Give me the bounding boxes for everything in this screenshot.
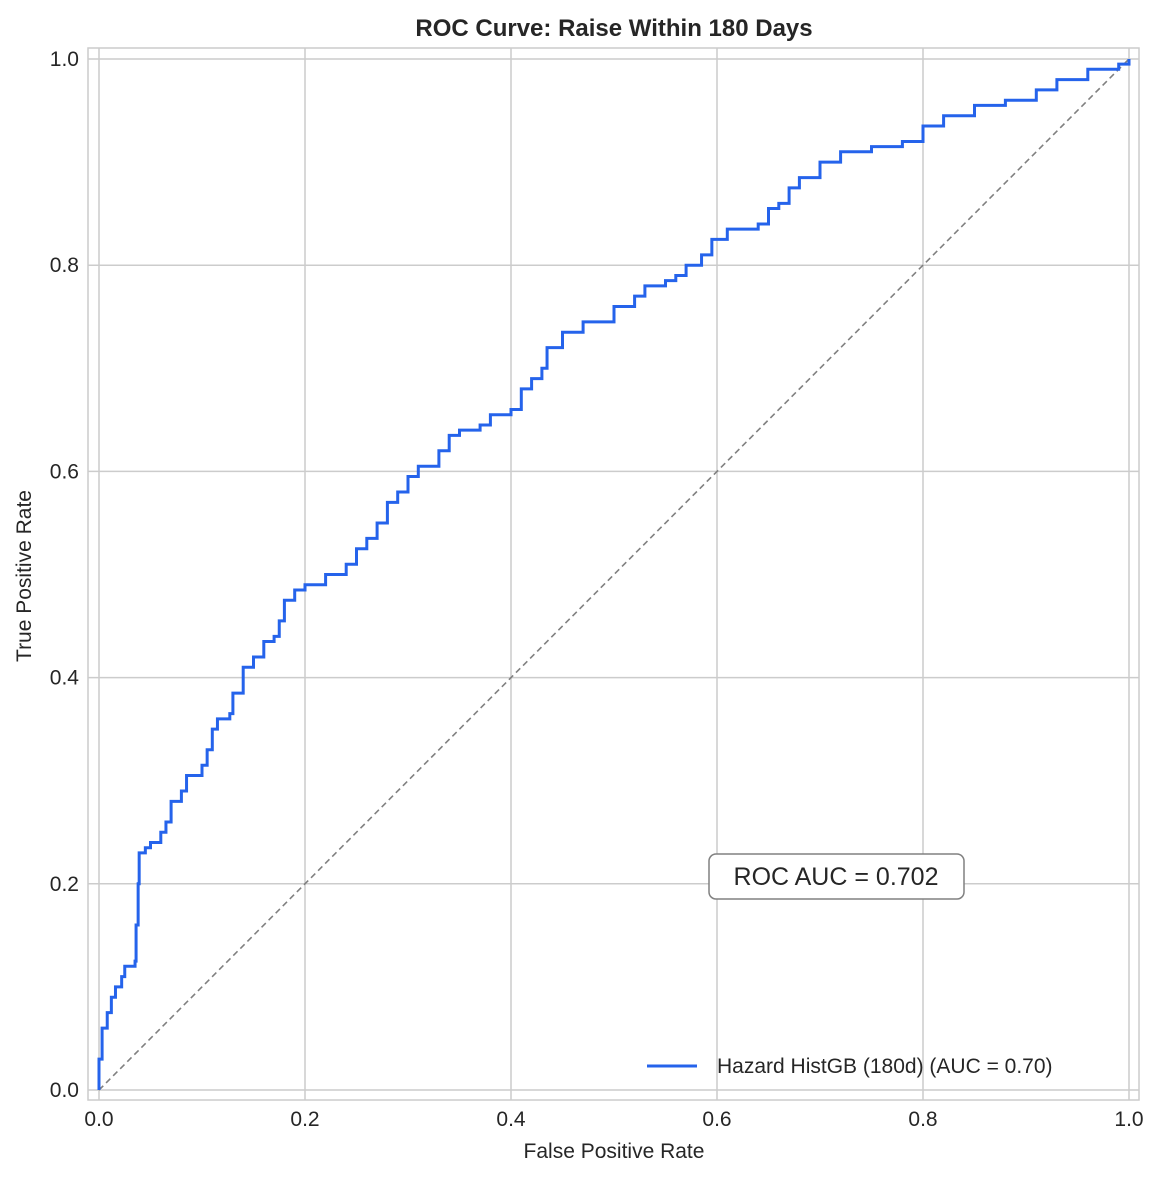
plot-area (87, 47, 1140, 1101)
y-axis-label: True Positive Rate (13, 490, 36, 662)
legend-label: Hazard HistGB (180d) (AUC = 0.70) (717, 1055, 1053, 1078)
x-tick-label: 0.0 (84, 1108, 113, 1131)
y-tick-label: 1.0 (50, 48, 79, 71)
y-tick-label: 0.8 (50, 254, 79, 277)
y-tick-label: 0.2 (50, 873, 79, 896)
chart-title: ROC Curve: Raise Within 180 Days (415, 15, 812, 42)
annotation-box (708, 853, 965, 900)
x-tick-label: 0.4 (496, 1108, 526, 1131)
x-tick-label: 0.6 (702, 1108, 731, 1131)
y-axis-ticks: 0.0 0.2 0.4 0.6 0.8 1.0 (50, 48, 80, 1102)
x-axis-label: False Positive Rate (524, 1140, 705, 1163)
y-tick-label: 0.4 (50, 667, 80, 690)
auc-annotation: ROC AUC = 0.702 (708, 853, 965, 900)
annotation-text: ROC AUC = 0.702 (734, 863, 939, 891)
x-tick-label: 1.0 (1114, 1108, 1143, 1131)
x-axis-ticks: 0.0 0.2 0.4 0.6 0.8 1.0 (84, 1108, 1143, 1131)
roc-curve-line (97, 59, 1131, 1090)
y-tick-label: 0.0 (50, 1079, 79, 1102)
y-tick-label: 0.6 (50, 460, 79, 483)
x-tick-label: 0.8 (908, 1108, 937, 1131)
x-tick-label: 0.2 (290, 1108, 319, 1131)
legend: Hazard HistGB (180d) (AUC = 0.70) (647, 1055, 1053, 1078)
grid-lines (88, 48, 1139, 1100)
chance-diagonal-line (98, 58, 1130, 1091)
